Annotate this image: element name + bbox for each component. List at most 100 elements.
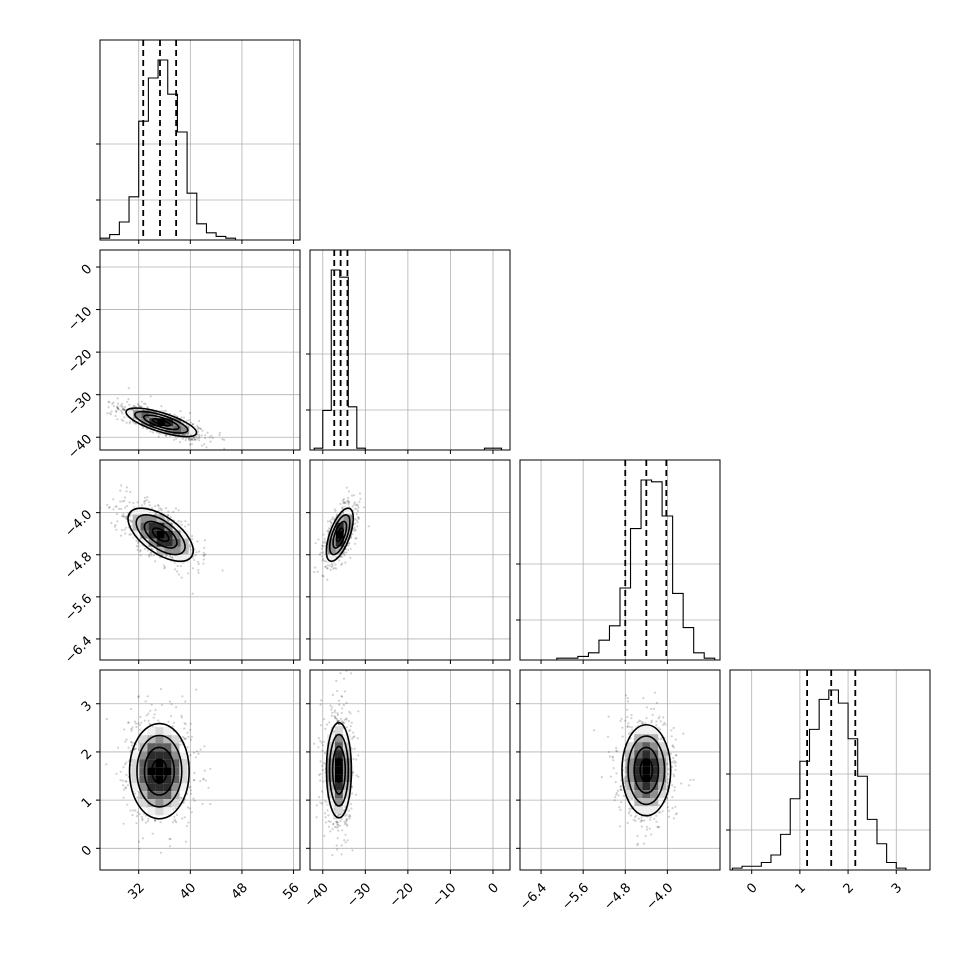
sample-point	[186, 746, 189, 749]
sample-point	[670, 735, 673, 738]
sample-point	[619, 785, 622, 789]
scatter-3-2	[593, 691, 695, 847]
sample-point	[674, 764, 677, 767]
sample-point	[355, 512, 358, 516]
sample-point	[342, 703, 345, 707]
sample-point	[680, 782, 683, 785]
sample-point	[320, 547, 323, 550]
sample-point	[154, 560, 157, 563]
contour-level	[332, 520, 348, 549]
sample-point	[337, 719, 340, 723]
contour-level	[136, 734, 183, 808]
sample-point	[126, 400, 129, 403]
sample-point	[630, 713, 633, 717]
y-tick-label: −4.8	[62, 549, 95, 582]
sample-point	[160, 405, 163, 408]
sample-point	[324, 565, 327, 568]
sample-point	[119, 500, 122, 503]
density-cell	[171, 759, 180, 768]
x-tick-label: −5.6	[559, 880, 592, 913]
density-cell	[343, 514, 352, 523]
sample-point	[674, 813, 678, 816]
sample-point	[622, 794, 625, 798]
sample-point	[171, 821, 175, 824]
sample-point	[121, 412, 124, 415]
histogram-step	[731, 689, 916, 870]
sample-point	[192, 423, 195, 426]
sample-point	[133, 422, 136, 425]
density-cell	[334, 750, 343, 759]
sample-point	[136, 501, 139, 504]
sample-point	[194, 438, 197, 441]
sample-point	[138, 405, 141, 408]
sample-point	[140, 504, 143, 507]
sample-point	[626, 700, 630, 703]
sample-point	[137, 542, 140, 545]
density-cell	[634, 790, 643, 799]
sample-point	[337, 723, 340, 726]
density-cell	[189, 426, 198, 435]
sample-point	[616, 789, 620, 793]
sample-point	[133, 748, 136, 751]
density-cell	[642, 798, 651, 807]
sample-point	[111, 402, 114, 405]
y-tick-label: −20	[65, 347, 95, 377]
sample-point	[172, 808, 175, 811]
sample-point	[187, 523, 190, 526]
sample-point	[358, 500, 361, 503]
density-cell	[148, 522, 157, 531]
sample-point	[124, 405, 127, 409]
sample-point	[688, 784, 691, 787]
sample-point	[325, 723, 329, 726]
sample-point	[636, 842, 640, 845]
sample-point	[345, 823, 348, 826]
density-cell	[172, 546, 181, 555]
sample-point	[336, 823, 339, 826]
y-tick-label: 0	[79, 262, 95, 278]
sample-point	[613, 799, 616, 802]
sample-point	[319, 772, 322, 776]
density-cell	[326, 790, 335, 799]
density-cell	[334, 782, 343, 791]
density-cell	[180, 554, 189, 563]
sample-point	[349, 547, 352, 550]
density-cell	[326, 734, 335, 743]
sample-point	[331, 564, 334, 567]
sample-point	[673, 789, 676, 792]
sample-point	[193, 799, 196, 802]
contour-level	[335, 527, 344, 543]
sample-point	[322, 541, 325, 544]
sample-point	[203, 554, 206, 557]
density-cell	[334, 766, 343, 775]
sample-point	[353, 494, 356, 497]
sample-point	[345, 817, 348, 821]
sample-point	[124, 786, 127, 789]
sample-point	[609, 775, 613, 778]
sample-point	[659, 720, 662, 723]
density-cell	[342, 758, 351, 767]
sample-point	[148, 555, 151, 558]
sample-point	[129, 420, 132, 423]
sample-point	[624, 777, 627, 780]
sample-point	[351, 505, 354, 508]
sample-point	[671, 796, 674, 799]
sample-point	[349, 815, 352, 818]
sample-point	[353, 735, 356, 738]
density-cell	[131, 775, 140, 784]
panel-grid-3-2	[516, 670, 720, 874]
sample-point	[340, 817, 343, 821]
density-cell	[131, 759, 140, 768]
sample-point	[344, 821, 347, 824]
sample-point	[187, 735, 190, 738]
sample-point	[343, 721, 346, 724]
sample-point	[627, 722, 630, 725]
sample-point	[671, 745, 674, 748]
sample-point	[608, 755, 611, 758]
sample-point	[357, 517, 360, 521]
sample-point	[324, 727, 327, 731]
sample-point	[138, 847, 141, 851]
sample-point	[107, 400, 110, 403]
sample-point	[180, 523, 183, 526]
sample-point	[120, 402, 124, 405]
sample-point	[353, 501, 356, 504]
